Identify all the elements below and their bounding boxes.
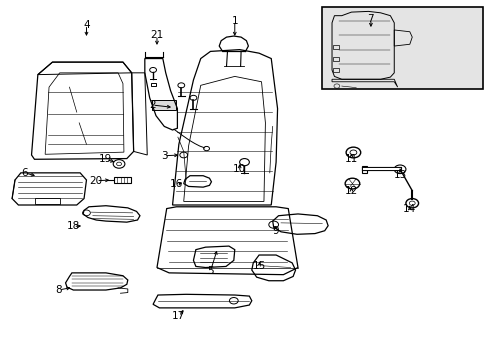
Text: 5: 5 — [207, 266, 213, 276]
Text: 17: 17 — [172, 311, 185, 321]
Text: 16: 16 — [169, 179, 183, 189]
Text: 20: 20 — [89, 176, 102, 186]
Bar — [114, 177, 131, 183]
Text: 19: 19 — [99, 154, 112, 164]
Text: 11: 11 — [344, 154, 357, 163]
Text: 7: 7 — [367, 14, 373, 24]
Text: 3: 3 — [161, 151, 167, 161]
Text: 14: 14 — [403, 204, 416, 214]
Bar — [322, 7, 482, 89]
Text: 13: 13 — [393, 170, 406, 180]
Bar — [332, 57, 338, 62]
Text: 8: 8 — [55, 285, 62, 295]
Bar — [152, 100, 176, 111]
Text: 18: 18 — [66, 221, 80, 231]
Text: 9: 9 — [272, 226, 279, 236]
Text: 1: 1 — [231, 16, 238, 26]
Bar — [362, 166, 366, 173]
Text: 2: 2 — [148, 100, 155, 110]
Text: 4: 4 — [83, 19, 90, 30]
Text: 6: 6 — [21, 168, 28, 178]
Text: 21: 21 — [150, 30, 163, 40]
Text: 10: 10 — [233, 164, 245, 174]
Bar — [35, 198, 60, 204]
Bar — [332, 68, 338, 72]
Bar — [150, 83, 155, 86]
Bar — [332, 45, 338, 49]
Text: 15: 15 — [252, 261, 265, 271]
Text: 12: 12 — [344, 186, 357, 196]
